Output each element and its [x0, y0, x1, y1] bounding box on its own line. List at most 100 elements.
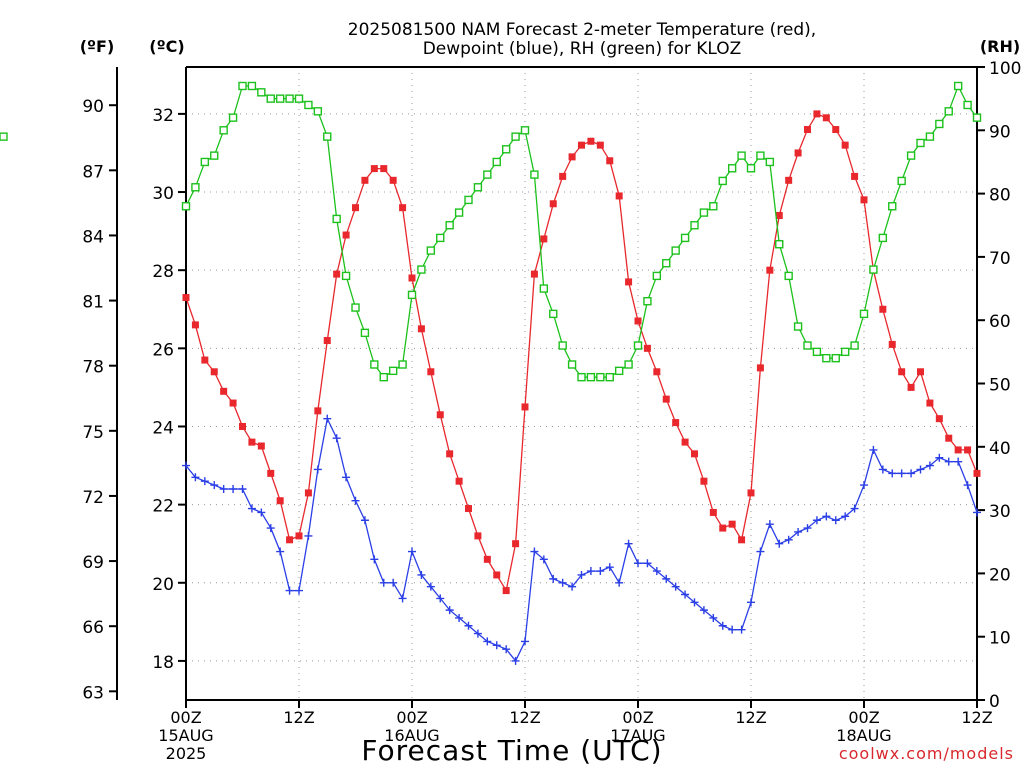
dewpoint-point [266, 524, 275, 533]
rh-point [313, 107, 323, 116]
x-tick-label: 12Z [283, 708, 314, 727]
dewpoint-point [568, 582, 577, 591]
rh-point [370, 360, 379, 369]
rh-point [756, 151, 765, 160]
dewpoint-point [888, 469, 897, 478]
temperature-point [907, 383, 915, 391]
temperature-point [342, 231, 350, 239]
dewpoint-point [916, 465, 925, 474]
temperature-point [389, 176, 397, 184]
rh-point [897, 176, 906, 186]
temperature-point [276, 497, 284, 505]
temperature-point [370, 165, 378, 173]
credit-text: coolwx.com/models [839, 744, 1014, 763]
dewpoint-point [671, 582, 680, 591]
rh-point [492, 157, 501, 167]
dewpoint-point [247, 504, 256, 513]
rh-point [0, 132, 8, 141]
rh-tick-label: 70 [989, 249, 1011, 269]
dewpoint-point [681, 590, 690, 599]
temperature-point [191, 321, 199, 329]
rh-point [530, 170, 539, 179]
dewpoint-point [389, 578, 398, 587]
dewpoint-point [398, 594, 407, 603]
rh-point [191, 183, 200, 192]
temperature-point [596, 141, 604, 149]
rh-tick-label: 30 [989, 502, 1011, 522]
chart-title: 2025081500 NAM Forecast 2-meter Temperat… [348, 20, 816, 40]
rh-point [935, 119, 944, 129]
celsius-tick-label: 24 [152, 418, 174, 438]
x-tick-label: 12Z [735, 708, 766, 727]
rh-point [228, 113, 238, 122]
fahrenheit-tick-label: 75 [82, 423, 104, 443]
temperature-point [917, 368, 924, 376]
dewpoint-point [295, 586, 303, 595]
temperature-point [323, 337, 331, 345]
temperature-point [738, 536, 746, 544]
dewpoint-point [718, 621, 727, 630]
rh-point [652, 271, 662, 281]
temperature-point [964, 446, 972, 454]
rh-point [360, 328, 370, 338]
rh-point [662, 259, 671, 268]
rh-point [633, 341, 643, 350]
dewpoint-point [285, 586, 294, 595]
fahrenheit-tick-label: 87 [82, 162, 104, 182]
rh-point [869, 265, 878, 274]
rh-point [596, 372, 605, 382]
dewpoint-point [492, 641, 501, 650]
rh-point [803, 341, 812, 350]
dewpoint-point [558, 578, 567, 587]
dewpoint-point [737, 625, 746, 634]
temperature-point [775, 211, 783, 219]
rh-point [294, 94, 304, 103]
temperature-point [794, 149, 802, 157]
rh-point [727, 164, 737, 173]
dewpoint-point [182, 461, 190, 470]
dewpoint-point [200, 477, 209, 486]
dewpoint-point [944, 457, 953, 466]
celsius-tick-label: 18 [152, 653, 174, 673]
rh-tick-label: 40 [989, 439, 1011, 459]
rh-point [624, 360, 633, 369]
dewpoint-point [756, 547, 765, 556]
temperature-point [625, 278, 633, 286]
rh-point [266, 94, 275, 103]
temperature-point [766, 266, 774, 274]
rh-point [775, 240, 784, 249]
rh-point [520, 126, 530, 135]
rh-point [718, 176, 727, 186]
temperature-point [945, 434, 953, 442]
rh-point [680, 233, 690, 243]
rh-point [944, 107, 953, 116]
temperature-point [417, 325, 425, 333]
fahrenheit-tick-label: 90 [82, 97, 104, 117]
dewpoint-point [219, 485, 228, 493]
dewpoint-point [794, 527, 803, 536]
temperature-point [879, 305, 887, 313]
dewpoint-point [445, 606, 454, 615]
rh-point [511, 132, 520, 141]
temperature-point [804, 126, 811, 134]
dewpoint-point [643, 559, 652, 568]
temperature-point [926, 399, 934, 407]
rh-point [426, 246, 436, 255]
temperature-point [427, 368, 435, 376]
temperature-point [728, 520, 736, 528]
fahrenheit-tick-label: 84 [82, 227, 104, 247]
rh-point [831, 353, 840, 363]
fahrenheit-tick-label: 72 [82, 488, 104, 508]
dewpoint-point [860, 481, 868, 490]
dewpoint-point [577, 570, 586, 579]
dewpoint-point [634, 559, 642, 568]
temperature-point [832, 126, 840, 134]
temperature-point [436, 411, 444, 419]
fahrenheit-tick-label: 78 [82, 358, 104, 378]
temperature-point [286, 536, 294, 544]
dewpoint-point [436, 594, 445, 603]
rh-point [323, 132, 332, 141]
rh-point [332, 214, 341, 224]
fahrenheit-tick-label: 81 [82, 293, 104, 313]
dewpoint-point [615, 578, 624, 587]
